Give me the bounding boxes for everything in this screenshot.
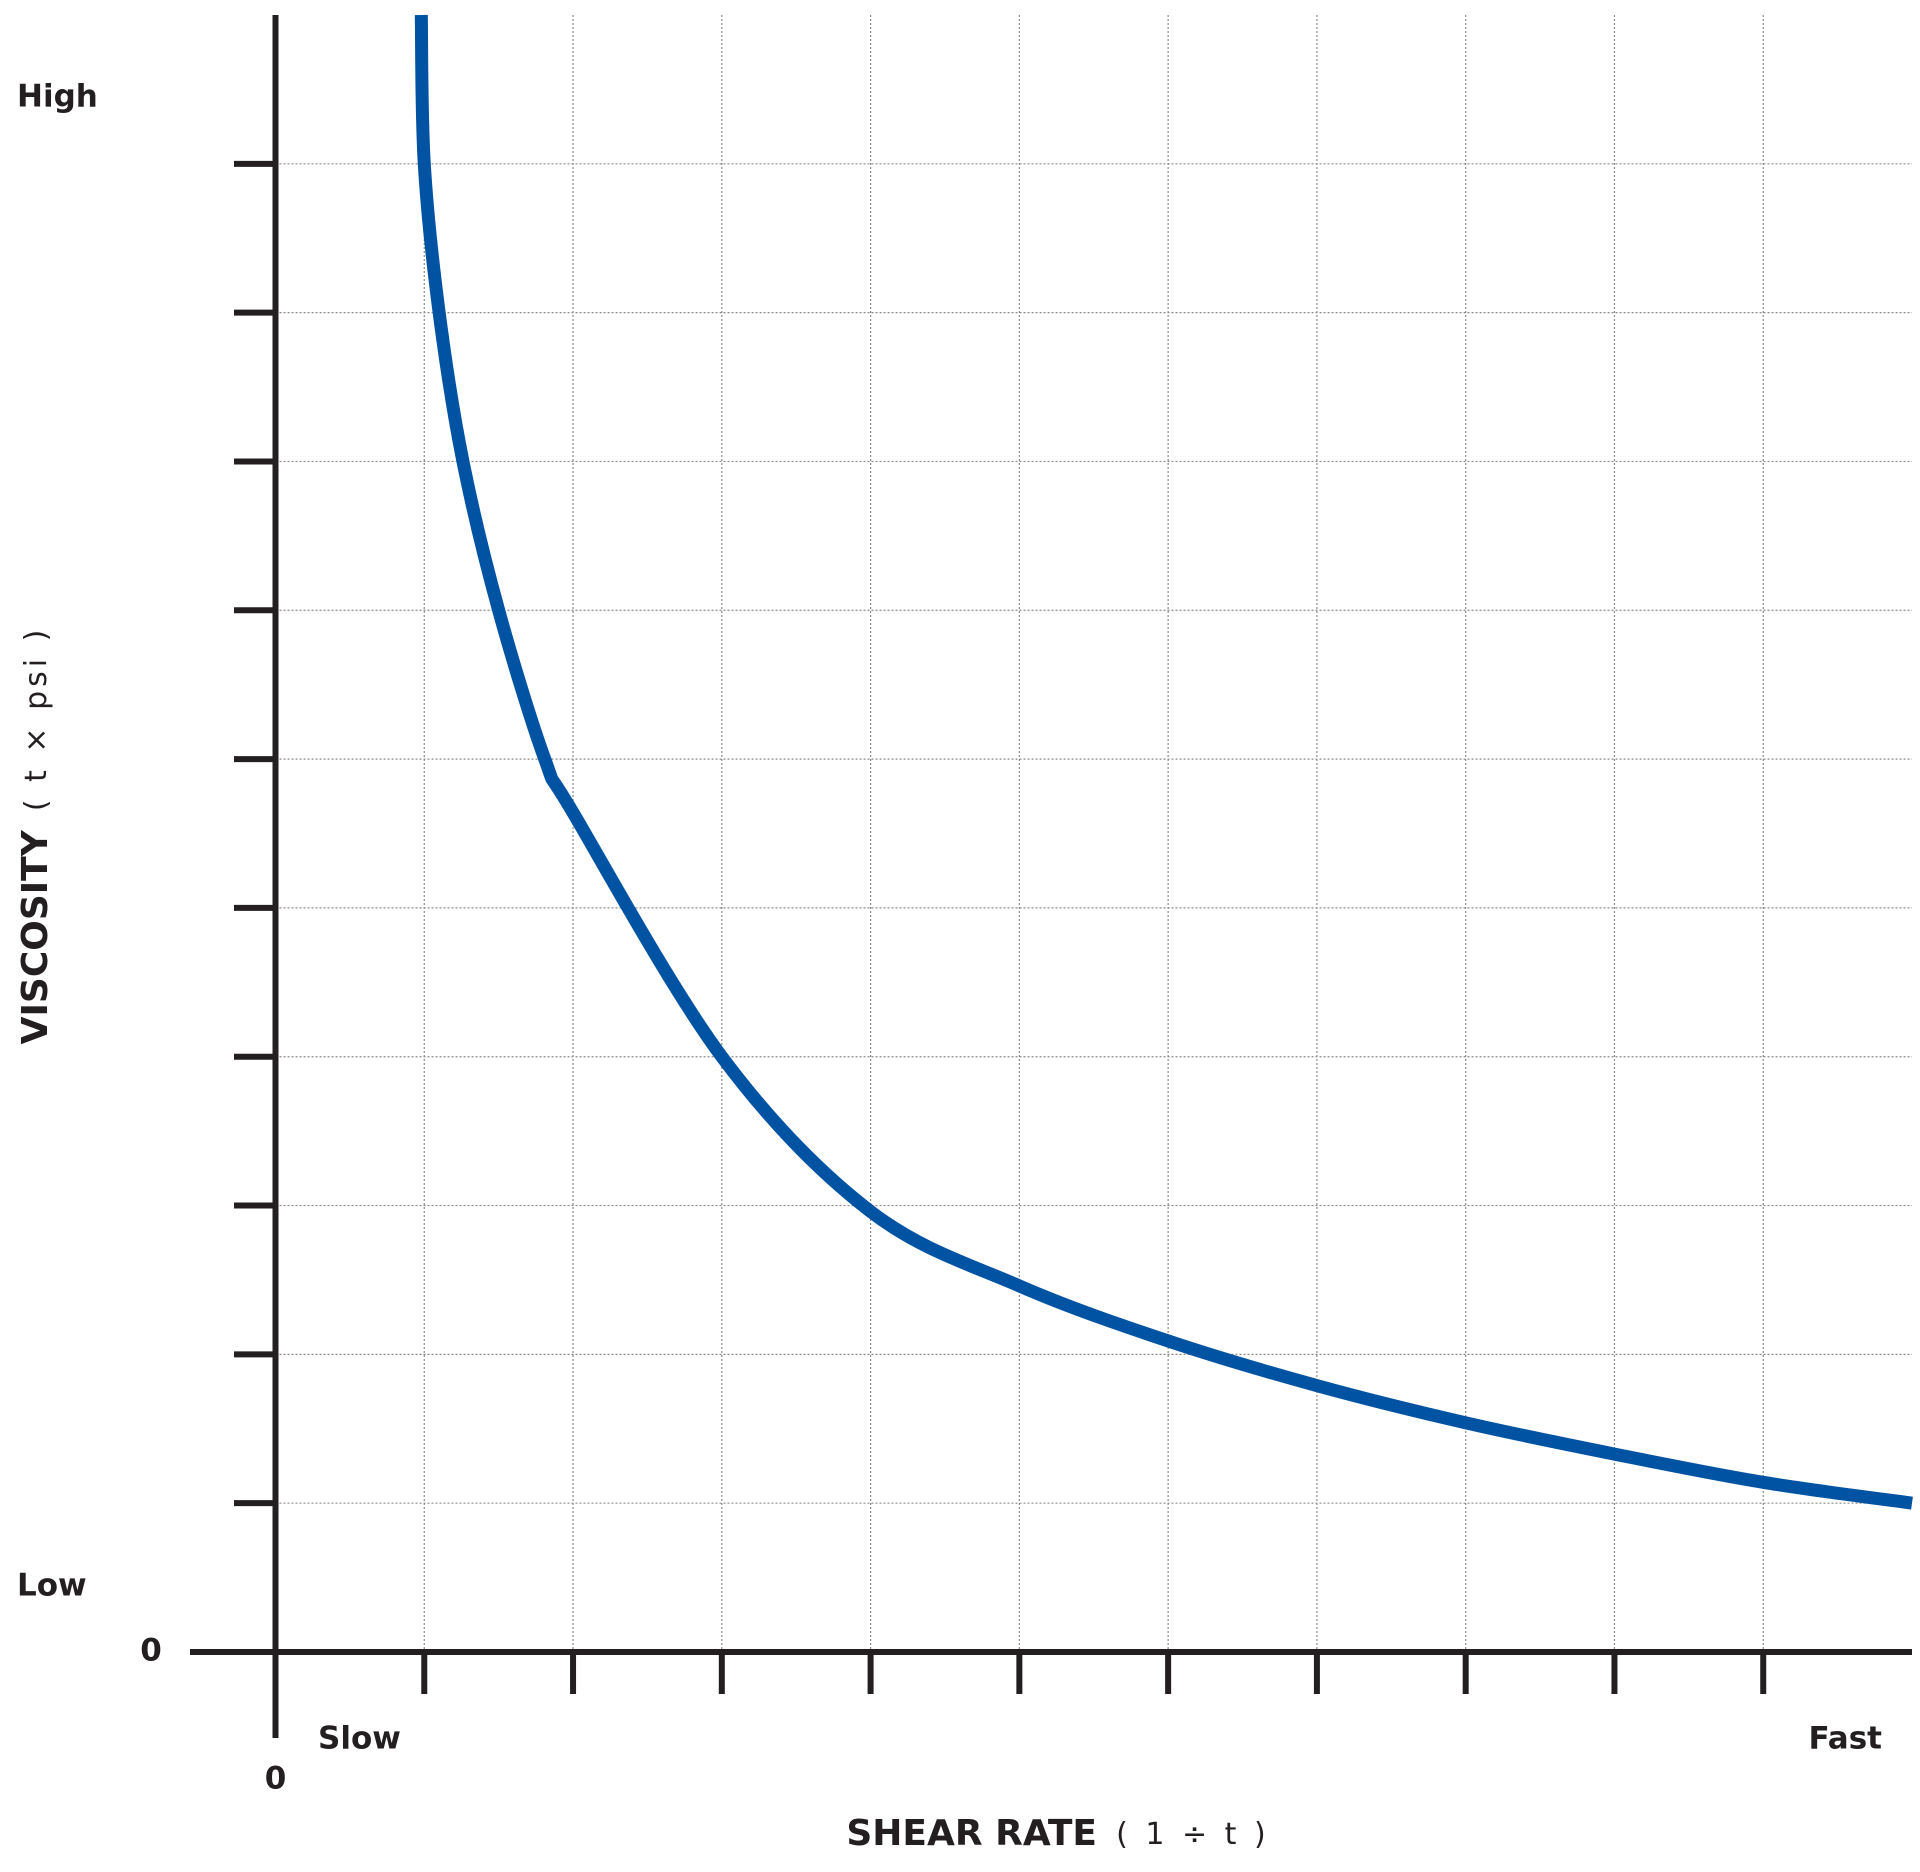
x-axis-label: SHEAR RATE [846,1813,1097,1854]
y-axis-label: VISCOSITY [15,829,56,1044]
grid [275,15,1912,1652]
x-high-label: Fast [1808,1721,1882,1757]
y-low-label: Low [17,1568,87,1604]
y-high-label: High [17,79,98,115]
y-axis-title: VISCOSITY ( t × psi ) [15,626,56,1045]
curve [414,14,1913,1510]
x-tick-label: 0 [265,1761,287,1797]
x-axis-title: SHEAR RATE ( 1 ÷ t ) [846,1813,1269,1854]
y-tick-label: 0 [140,1633,162,1669]
x-low-label: Slow [318,1721,401,1757]
y-axis-unit: ( t × psi ) [19,626,54,811]
x-axis-unit: ( 1 ÷ t ) [1116,1817,1270,1852]
